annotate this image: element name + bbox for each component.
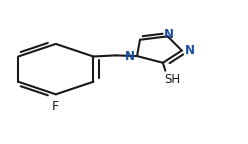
Text: F: F (52, 100, 59, 112)
Text: N: N (185, 44, 194, 57)
Text: N: N (125, 50, 135, 63)
Text: SH: SH (164, 73, 180, 86)
Text: N: N (164, 28, 174, 41)
